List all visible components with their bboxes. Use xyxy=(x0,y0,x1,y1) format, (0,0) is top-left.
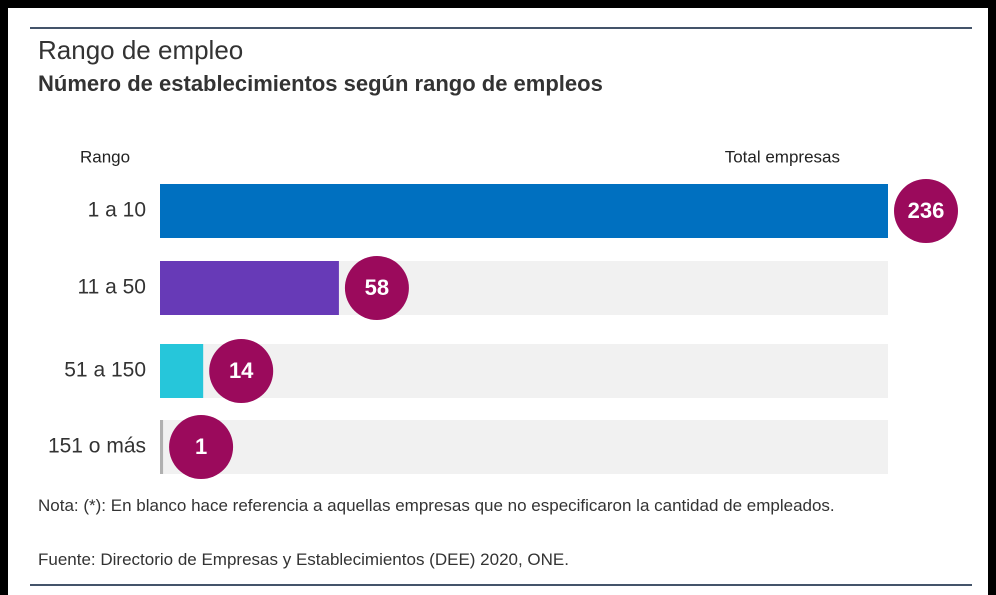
bar xyxy=(160,420,164,474)
value-label: 1 xyxy=(195,434,207,459)
category-label: 11 a 50 xyxy=(77,276,146,299)
value-label: 58 xyxy=(365,275,389,300)
source: Fuente: Directorio de Empresas y Estable… xyxy=(38,550,569,569)
chart: Rango de empleo Número de establecimient… xyxy=(30,27,972,586)
bar-track xyxy=(160,420,888,474)
category-label: 1 a 10 xyxy=(88,199,146,222)
bar xyxy=(160,261,339,315)
category-header: Rango xyxy=(80,147,130,166)
value-label: 14 xyxy=(229,358,254,383)
note: Nota: (*): En blanco hace referencia a a… xyxy=(38,496,835,515)
value-badge xyxy=(209,339,274,403)
chart-title: Rango de empleo xyxy=(38,35,243,65)
value-badge xyxy=(169,415,234,479)
value-header: Total empresas xyxy=(725,147,840,166)
value-badge xyxy=(344,256,409,320)
category-label: 151 o más xyxy=(48,435,146,458)
value-label: 236 xyxy=(908,198,945,223)
chart-frame: Rango de empleo Número de establecimient… xyxy=(8,8,988,595)
chart-subtitle: Número de establecimientos según rango d… xyxy=(38,71,603,96)
value-badge xyxy=(894,179,958,243)
category-label: 51 a 150 xyxy=(64,359,146,382)
bar xyxy=(160,344,204,398)
bar-track xyxy=(160,344,888,398)
bar xyxy=(160,184,888,238)
